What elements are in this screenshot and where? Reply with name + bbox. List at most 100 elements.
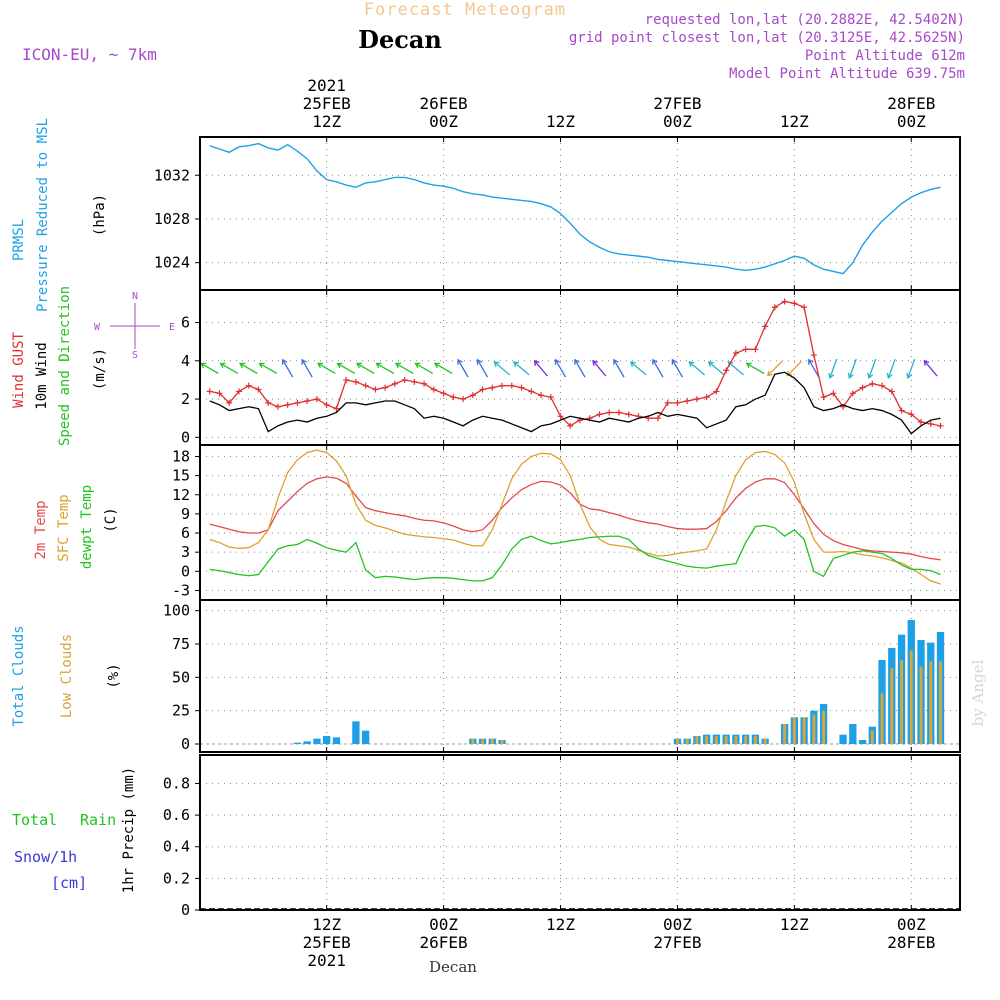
total-cloud-bar (839, 734, 847, 744)
wind-arrow-head (652, 358, 658, 365)
wind-arrow-shaft (477, 359, 489, 378)
low-cloud-bar (792, 717, 796, 744)
low-cloud-bar (490, 738, 494, 744)
gust-marker (382, 384, 389, 391)
gust-marker (615, 409, 622, 416)
precip-legend-total: Total (12, 811, 57, 829)
gust-marker (625, 411, 632, 418)
gust-marker (859, 384, 866, 391)
precip-legend-snow: Snow/1h (14, 848, 77, 866)
low-cloud-bar (753, 736, 757, 744)
low-cloud-bar (812, 714, 816, 744)
gust-marker (879, 382, 886, 389)
time-label: 00Z (663, 915, 692, 934)
y-tick-label: 6 (181, 524, 190, 542)
gust-marker (323, 401, 330, 408)
clouds-legend: Total Clouds Low Clouds (%) (11, 625, 122, 726)
pressure-ylabel: (hPa) (92, 194, 108, 236)
gust-marker (888, 388, 895, 395)
low-cloud-bar (724, 736, 728, 744)
wind-legend-10m: 10m Wind (34, 342, 50, 409)
low-cloud-bar (685, 738, 689, 744)
wind-arrow-head (906, 372, 913, 380)
wind-arrow (219, 362, 239, 375)
wind-arrow (375, 362, 395, 375)
wind-arrow-shaft (727, 361, 744, 376)
time-label: 27FEB (653, 933, 701, 952)
wind-arrow-head (745, 362, 752, 369)
gust-marker (908, 411, 915, 418)
wind-arrow (867, 358, 877, 380)
gust-marker (411, 378, 418, 385)
wind-arrow-shaft (317, 362, 336, 375)
gust-marker (771, 304, 778, 311)
y-tick-label: 4 (181, 352, 190, 370)
low-cloud-bar (929, 661, 933, 744)
pressure-line (209, 142, 941, 275)
wind-arrow (512, 361, 530, 376)
pressure-panel: 1024 1028 1032 (154, 136, 961, 291)
wind-arrow-shaft (808, 359, 820, 378)
low-cloud-bar (471, 738, 475, 744)
gust-marker (596, 411, 603, 418)
wind-arrow (745, 362, 765, 375)
low-cloud-bar (890, 668, 894, 744)
time-label: 12Z (546, 915, 575, 934)
clouds-legend-total: Total Clouds (11, 625, 27, 726)
gust-marker (654, 415, 661, 422)
compass-s: S (132, 350, 138, 361)
wind-arrow-head (923, 359, 930, 366)
wind-arrow-shaft (220, 362, 239, 375)
low-cloud-bar (705, 736, 709, 744)
temp-legend-sfc: SFC Temp (56, 494, 72, 561)
wind-arrow (476, 358, 489, 378)
gust-marker (304, 397, 311, 404)
y-tick-label: 1024 (154, 254, 190, 272)
wind-arrow-shaft (457, 359, 469, 378)
time-label: 28FEB (887, 94, 935, 113)
wind-arrow-head (554, 358, 561, 365)
wind-arrow-head (707, 361, 714, 367)
wind-arrow (847, 358, 857, 380)
low-cloud-bar (481, 738, 485, 744)
gust-marker (869, 380, 876, 387)
model-point-altitude: Model Point Altitude 639.75m (729, 66, 965, 82)
watermark: by Angel (969, 659, 987, 726)
sfc-temp-line (209, 449, 941, 585)
time-label: 12Z (780, 112, 809, 131)
wind-arrow-head (629, 361, 636, 367)
gust-marker (508, 382, 515, 389)
gust-marker (343, 376, 350, 383)
wind-arrow (707, 361, 725, 376)
wind-arrow-shaft (282, 359, 294, 378)
wind-arrow-head (808, 358, 814, 365)
wind-arrow-head (828, 372, 835, 380)
gust-marker (469, 392, 476, 399)
wind-arrow-head (766, 370, 773, 377)
requested-point: requested lon,lat (20.2882E, 42.5402N) (645, 12, 965, 28)
wind-arrow-shaft (923, 360, 938, 377)
precip-legend-rain: Rain (80, 811, 116, 829)
wind-arrow (766, 360, 783, 377)
time-label: 2021 (307, 76, 346, 95)
wind-arrow-shaft (376, 362, 395, 375)
wind-arrow-shaft (848, 358, 857, 379)
wind-arrow (414, 362, 434, 375)
wind-arrow-shaft (708, 361, 725, 376)
wind-arrow-shaft (746, 362, 765, 375)
grid-point: grid point closest lon,lat (20.3125E, 42… (569, 30, 965, 46)
wind-arrow-head (336, 362, 343, 369)
wind-arrow-head (867, 372, 874, 380)
gust-marker (479, 386, 486, 393)
gust-marker (284, 401, 291, 408)
gust-marker (333, 405, 340, 412)
low-cloud-bar (909, 650, 913, 744)
gust-marker (742, 346, 749, 353)
temp-legend-dewpt: dewpt Temp (79, 485, 95, 569)
y-tick-label: 9 (181, 505, 190, 523)
gust-marker (538, 392, 545, 399)
wind-arrow-head (433, 362, 440, 369)
wind-arrow (336, 362, 356, 375)
wind-arrow (533, 359, 548, 377)
wind-arrow-shaft (239, 362, 258, 375)
